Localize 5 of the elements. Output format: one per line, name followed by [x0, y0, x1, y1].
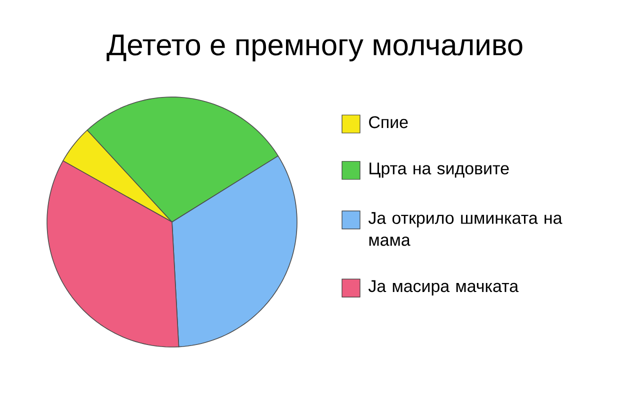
chart-title: Детето е премногу молчаливо	[106, 34, 522, 62]
legend-label: Црта на ѕидовите	[370, 162, 509, 178]
legend-label: Ја масира мачката	[368, 280, 519, 296]
legend-label: Спие	[369, 116, 408, 128]
legend-label: Ја открило шминката на мама	[368, 212, 562, 246]
